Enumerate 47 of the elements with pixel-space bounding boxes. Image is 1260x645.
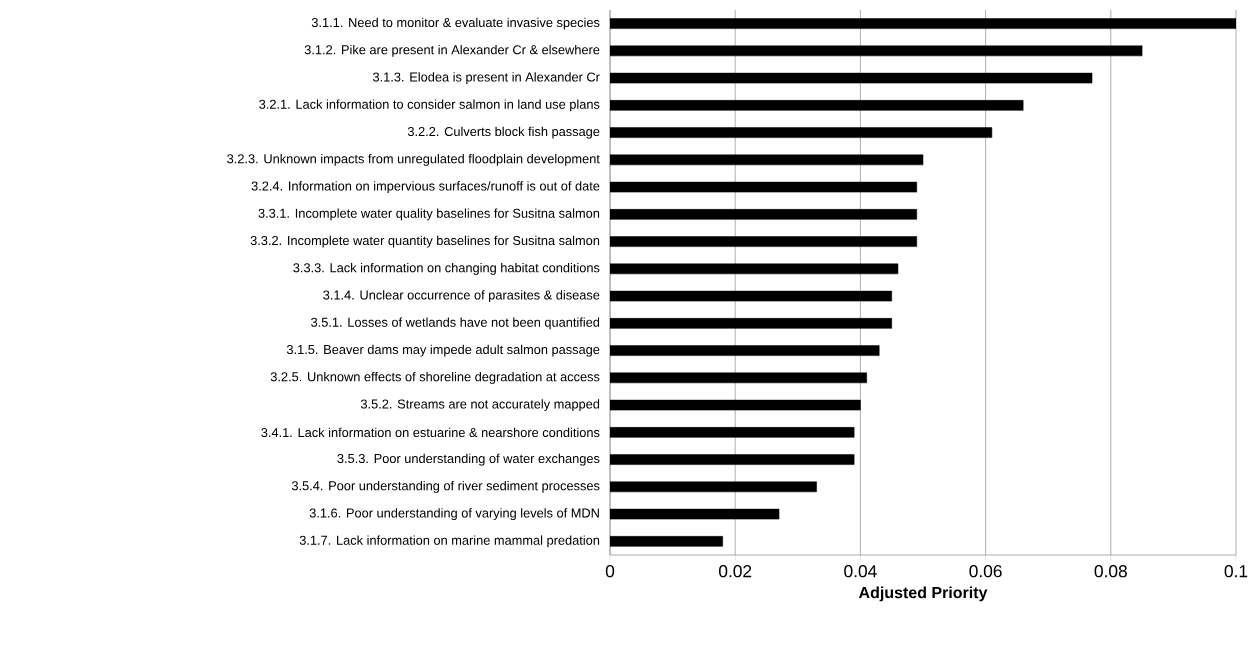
x-tick-label: 0.1 xyxy=(1224,565,1248,578)
bar xyxy=(610,127,993,138)
y-tick-label: 3.3.2. Incomplete water quantity baselines for Susitna salmon xyxy=(250,235,600,248)
bar xyxy=(610,236,918,247)
bar xyxy=(610,18,1236,29)
y-tick-label: 3.1.1. Need to monitor & evaluate invasive species xyxy=(311,17,600,30)
x-axis-title: Adjusted Priority xyxy=(858,586,988,602)
y-tick-label: 3.3.1. Incomplete water quality baselines for Susitna salmon xyxy=(258,208,600,221)
bar xyxy=(610,72,1093,84)
bar xyxy=(610,427,855,438)
x-tick-label: 0 xyxy=(605,565,615,578)
y-tick-label: 3.5.2. Streams are not accurately mapped xyxy=(360,399,600,412)
x-tick-label: 0.02 xyxy=(719,565,752,578)
y-tick-label: 3.1.4. Unclear occurrence of parasites & disease xyxy=(323,290,600,303)
bar xyxy=(610,181,918,193)
bar xyxy=(610,318,892,329)
y-tick-label: 3.2.4. Information on impervious surfaces/runoff is out of date xyxy=(251,181,600,194)
x-tick-label: 0.06 xyxy=(969,565,1002,578)
y-tick-label: 3.1.5. Beaver dams may impede adult salmon passage xyxy=(286,344,600,357)
bar xyxy=(610,209,918,220)
bar xyxy=(610,508,780,520)
bar xyxy=(610,290,892,302)
y-tick-label: 3.2.3. Unknown impacts from unregulated floodplain development xyxy=(227,153,600,166)
y-tick-label: 3.1.7. Lack information on marine mammal predation xyxy=(299,535,600,548)
y-tick-label: 3.1.2. Pike are present in Alexander Cr & elsewhere xyxy=(304,44,600,57)
bar xyxy=(610,154,924,166)
y-tick-label: 3.3.3. Lack information on changing habitat conditions xyxy=(293,262,600,275)
bar xyxy=(610,345,880,356)
bar xyxy=(610,372,867,384)
bar xyxy=(610,481,817,493)
bar xyxy=(610,45,1143,57)
y-tick-label: 3.5.3. Poor understanding of water exchanges xyxy=(337,453,600,466)
y-tick-label: 3.2.5. Unknown effects of shoreline degradation at access xyxy=(270,371,600,384)
x-tick-label: 0.04 xyxy=(844,565,877,578)
y-tick-label: 3.2.2. Culverts block fish passage xyxy=(407,126,600,139)
x-tick-label: 0.08 xyxy=(1094,565,1127,578)
y-tick-label: 3.5.4. Poor understanding of river sediment processes xyxy=(291,480,600,493)
y-tick-label: 3.5.1. Losses of wetlands have not been quantified xyxy=(311,317,600,330)
bar xyxy=(610,536,723,547)
y-tick-label: 3.4.1. Lack information on estuarine & nearshore conditions xyxy=(261,427,600,438)
bar xyxy=(610,454,855,465)
bar xyxy=(610,263,899,275)
bar xyxy=(610,399,861,411)
y-tick-label: 3.2.1. Lack information to consider salmon in land use plans xyxy=(259,99,600,112)
bar xyxy=(610,100,1024,111)
y-tick-label: 3.1.6. Poor understanding of varying levels of MDN xyxy=(309,508,599,521)
y-tick-label: 3.1.3. Elodea is present in Alexander Cr xyxy=(372,72,600,85)
